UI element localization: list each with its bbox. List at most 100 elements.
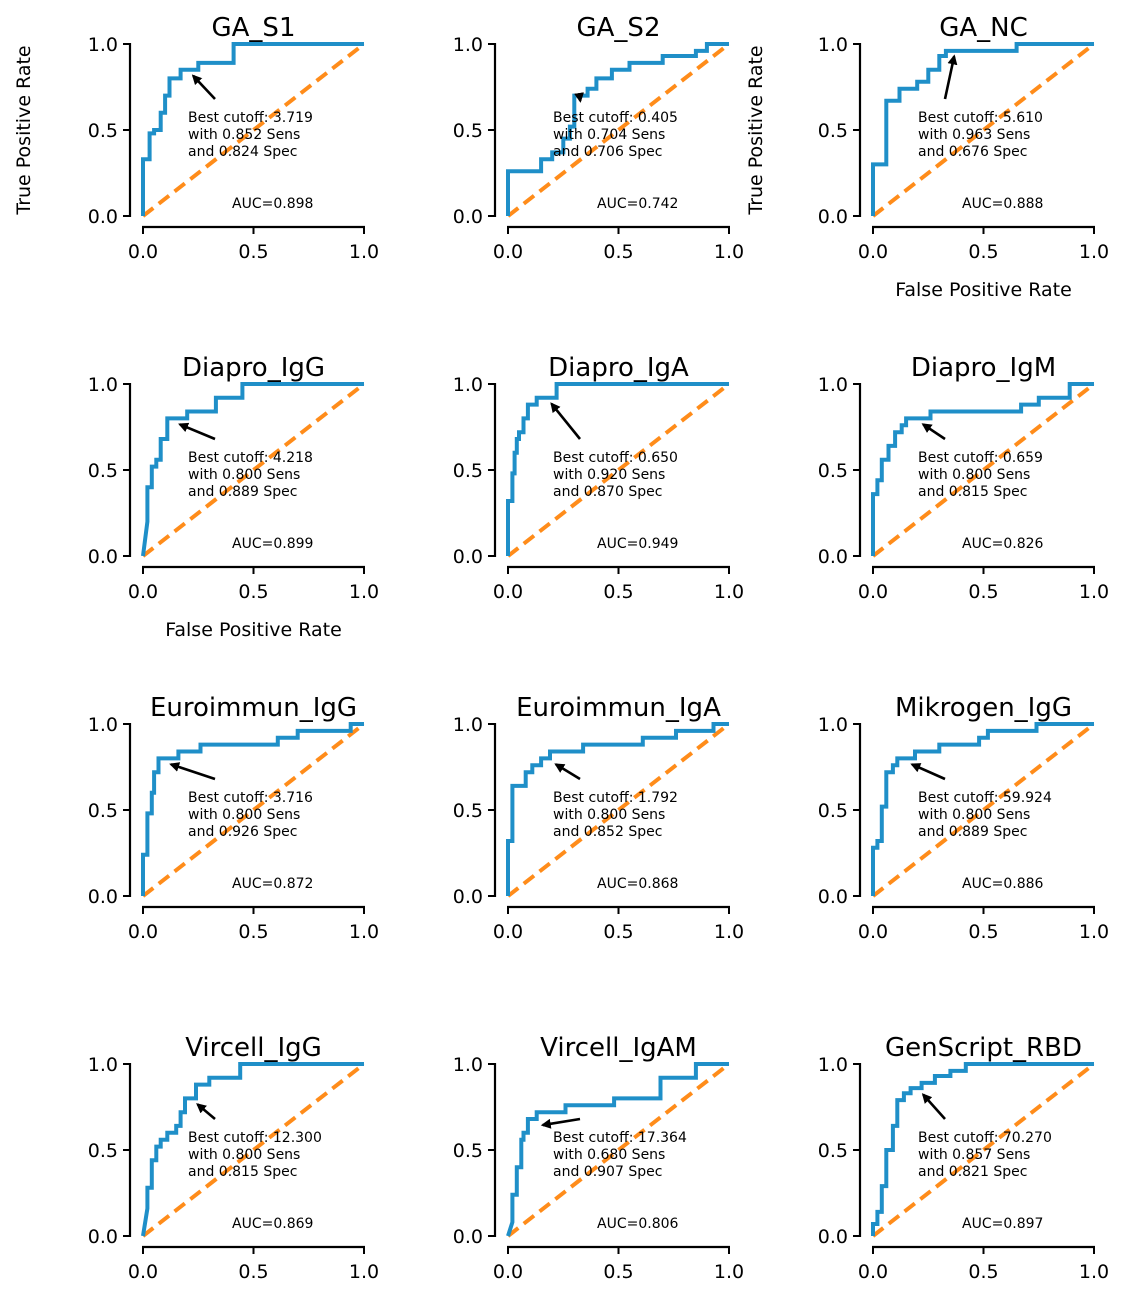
auc-label: AUC=0.888 <box>962 196 1043 212</box>
annotation-line: with 0.800 Sens <box>918 807 1030 823</box>
annotation-line: Best cutoff: 12.300 <box>188 1130 322 1146</box>
y-axis-label: True Positive Rate <box>13 45 35 215</box>
panel-title: GA_S1 <box>212 13 296 43</box>
roc-curve <box>871 722 1094 896</box>
y-tick-label: 1.0 <box>453 34 483 56</box>
annotation-line: and 0.889 Spec <box>918 824 1027 840</box>
x-tick-label: 1.0 <box>349 921 379 943</box>
chance-line <box>141 722 366 898</box>
y-tick-label: 1.0 <box>88 714 118 736</box>
x-tick-label: 0.5 <box>968 581 998 603</box>
annotation-line: with 0.800 Sens <box>188 1147 300 1163</box>
roc-curve <box>506 42 729 216</box>
x-tick-label: 1.0 <box>714 241 744 263</box>
y-tick-label: 0.0 <box>453 886 483 908</box>
annotation-line: Best cutoff: 17.364 <box>553 1130 687 1146</box>
panel-title: GenScript_RBD <box>885 1033 1082 1063</box>
x-tick-label: 0.0 <box>493 1261 523 1283</box>
roc-panel-vircell-igg: Vircell_IgG 0.0 0.0 0.5 0.5 1.0 1.0 Best cutoff… <box>88 1033 379 1283</box>
cutoff-arrow <box>191 74 216 100</box>
y-tick-label: 0.5 <box>88 460 118 482</box>
y-tick-label: 0.5 <box>453 1140 483 1162</box>
roc-curve <box>141 382 364 557</box>
roc-panel-ga-nc: GA_NC 0.0 0.0 0.5 0.5 1.0 1.0 Best cutoff: 5.61… <box>745 13 1109 301</box>
y-tick-label: 0.0 <box>818 546 848 568</box>
annotation-line: and 0.815 Spec <box>918 484 1027 500</box>
chance-line <box>141 1062 366 1238</box>
auc-label: AUC=0.806 <box>597 1216 679 1232</box>
cutoff-arrow <box>554 763 581 781</box>
auc-label: AUC=0.826 <box>962 536 1044 552</box>
x-tick-label: 0.5 <box>968 1261 998 1283</box>
annotation-line: with 0.800 Sens <box>553 807 665 823</box>
y-tick-label: 0.5 <box>818 120 848 142</box>
roc-curve <box>141 42 364 216</box>
auc-label: AUC=0.949 <box>597 536 678 552</box>
y-tick-label: 0.5 <box>818 460 848 482</box>
y-tick-label: 0.0 <box>88 546 118 568</box>
panel-title: GA_NC <box>939 13 1028 43</box>
annotation-line: Best cutoff: 0.405 <box>553 110 678 126</box>
x-tick-label: 1.0 <box>714 581 744 603</box>
auc-label: AUC=0.898 <box>232 196 313 212</box>
y-tick-label: 0.5 <box>818 1140 848 1162</box>
x-tick-label: 0.5 <box>603 921 633 943</box>
y-tick-label: 0.0 <box>453 546 483 568</box>
x-tick-label: 1.0 <box>1079 581 1109 603</box>
chance-line <box>506 382 731 558</box>
x-tick-label: 0.0 <box>128 1261 158 1283</box>
x-tick-label: 1.0 <box>1079 1261 1109 1283</box>
x-tick-label: 0.0 <box>128 921 158 943</box>
annotation-line: Best cutoff: 5.610 <box>918 110 1043 126</box>
chance-line <box>871 722 1096 898</box>
auc-label: AUC=0.869 <box>232 1216 313 1232</box>
chance-line <box>871 1062 1096 1238</box>
auc-label: AUC=0.899 <box>232 536 313 552</box>
annotation-line: with 0.800 Sens <box>918 467 1030 483</box>
annotation-line: Best cutoff: 0.659 <box>918 450 1043 466</box>
panel-title: Mikrogen_IgG <box>895 693 1072 723</box>
roc-panel-diapro-igm: Diapro_IgM 0.0 0.0 0.5 0.5 1.0 1.0 Best cutoff:… <box>818 353 1109 603</box>
panel-title: Vircell_IgG <box>185 1033 322 1063</box>
roc-curve <box>871 42 1094 216</box>
x-tick-label: 0.0 <box>858 1261 888 1283</box>
annotation-line: Best cutoff: 3.716 <box>188 790 313 806</box>
annotation-line: Best cutoff: 4.218 <box>188 450 313 466</box>
x-tick-label: 0.0 <box>128 241 158 263</box>
x-tick-label: 0.5 <box>238 921 268 943</box>
panel-title: Diapro_IgA <box>548 353 689 383</box>
roc-curve <box>506 1062 729 1237</box>
roc-curve <box>141 1062 364 1237</box>
annotation-line: and 0.852 Spec <box>553 824 662 840</box>
annotation-line: and 0.889 Spec <box>188 484 297 500</box>
annotation-line: Best cutoff: 59.924 <box>918 790 1052 806</box>
y-tick-label: 1.0 <box>88 374 118 396</box>
y-tick-label: 0.0 <box>453 1226 483 1248</box>
auc-label: AUC=0.886 <box>962 876 1044 892</box>
chance-line <box>141 382 366 558</box>
annotation-line: Best cutoff: 70.270 <box>918 1130 1052 1146</box>
y-tick-label: 0.0 <box>818 1226 848 1248</box>
annotation-line: and 0.870 Spec <box>553 484 662 500</box>
roc-panel-diapro-igg: Diapro_IgG 0.0 0.0 0.5 0.5 1.0 1.0 Best cutoff:… <box>88 353 379 641</box>
annotation-line: and 0.926 Spec <box>188 824 297 840</box>
y-tick-label: 0.0 <box>88 206 118 228</box>
chance-line <box>506 722 731 898</box>
annotation-line: and 0.676 Spec <box>918 144 1027 160</box>
annotation-line: and 0.824 Spec <box>188 144 297 160</box>
y-tick-label: 1.0 <box>453 374 483 396</box>
x-tick-label: 1.0 <box>1079 921 1109 943</box>
roc-curve <box>506 382 729 556</box>
y-tick-label: 0.5 <box>88 800 118 822</box>
roc-panel-ga-s1: GA_S1 0.0 0.0 0.5 0.5 1.0 1.0 Best cutoff: 3.71… <box>13 13 379 263</box>
annotation-line: and 0.706 Spec <box>553 144 662 160</box>
x-tick-label: 0.0 <box>493 241 523 263</box>
chance-line <box>871 42 1096 218</box>
auc-label: AUC=0.868 <box>597 876 678 892</box>
chance-line <box>871 382 1096 558</box>
annotation-line: with 0.800 Sens <box>188 807 300 823</box>
x-tick-label: 0.5 <box>603 241 633 263</box>
cutoff-arrow <box>910 763 946 781</box>
roc-curve <box>871 1062 1094 1236</box>
panel-title: Euroimmun_IgG <box>150 693 357 723</box>
